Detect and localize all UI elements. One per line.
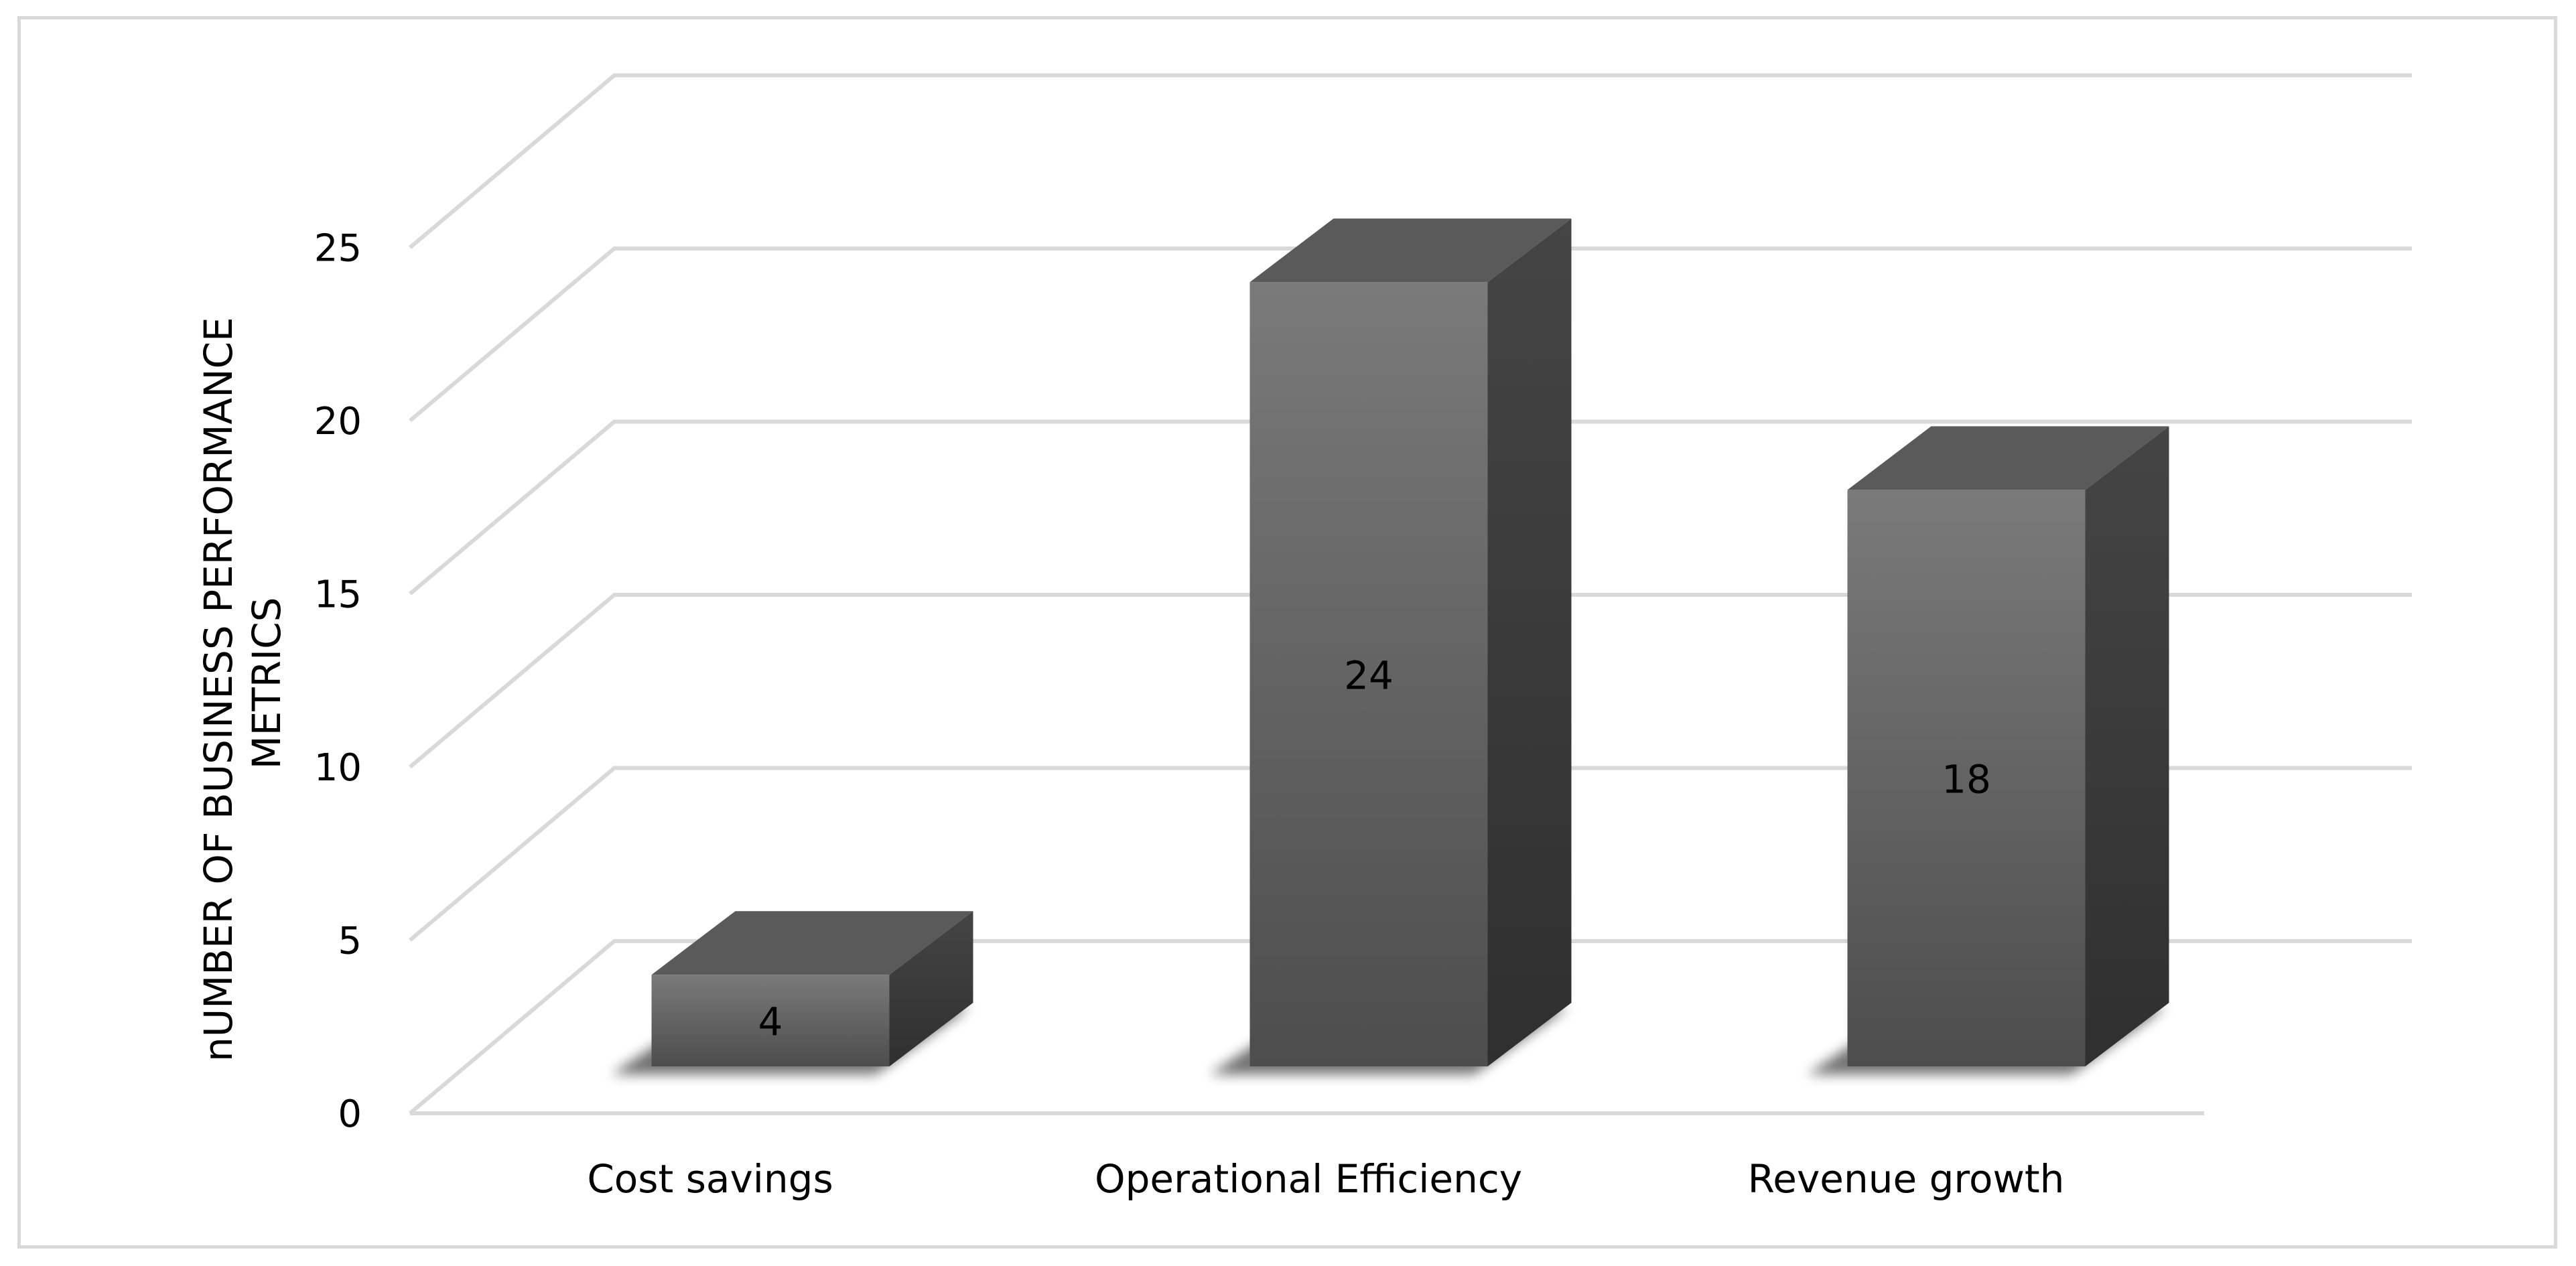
bar-2 [1249, 218, 1572, 1067]
data-label-3: 18 [1942, 757, 1991, 802]
x-axis-categories: Cost savings Operational Efficiency Revenu… [587, 1156, 2064, 1202]
x-category-label-2: Operational Efficiency [1095, 1156, 1522, 1202]
y-tick-label-15: 15 [314, 573, 362, 617]
bar-top-face [651, 911, 973, 975]
gridline-20 [409, 247, 2412, 423]
data-label-2: 24 [1344, 653, 1394, 699]
y-axis-title: nUMBER OF BUSINESS PERFORMANCE METRICS [196, 305, 289, 1062]
x-category-label-1: Cost savings [587, 1156, 833, 1202]
y-axis-ticks: 0 5 10 15 20 25 [314, 227, 362, 1137]
bar-3 [1847, 426, 2169, 1066]
bar-front-face [1249, 282, 1488, 1067]
data-label-1: 4 [758, 999, 783, 1045]
bars [651, 218, 2169, 1067]
bar-front-face [1847, 490, 2086, 1066]
bar-side-face [1487, 218, 1572, 1067]
y-axis-title-line-2: METRICS [244, 597, 289, 770]
gridline-25 [409, 73, 2412, 249]
y-tick-label-20: 20 [314, 400, 362, 443]
gridline-5 [409, 766, 2412, 942]
y-tick-label-25: 25 [314, 227, 362, 271]
y-axis-title-line-1: nUMBER OF BUSINESS PERFORMANCE [196, 317, 241, 1062]
data-labels: 4 24 18 [758, 653, 1991, 1045]
bar-top-face [1847, 426, 2169, 490]
y-tick-label-5: 5 [338, 920, 362, 963]
bar-1 [651, 911, 973, 1066]
bar-top-face [1249, 218, 1572, 283]
bar-front-face [651, 975, 890, 1066]
gridline-10 [409, 593, 2412, 769]
gridline-0 [409, 939, 2412, 1115]
bar-side-face [889, 911, 973, 1066]
x-category-label-3: Revenue growth [1748, 1156, 2065, 1202]
y-tick-label-0: 0 [338, 1093, 362, 1136]
y-tick-label-10: 10 [314, 746, 362, 790]
gridline-15 [409, 419, 2412, 595]
bar-side-face [2085, 426, 2169, 1066]
gridlines [409, 73, 2412, 1115]
